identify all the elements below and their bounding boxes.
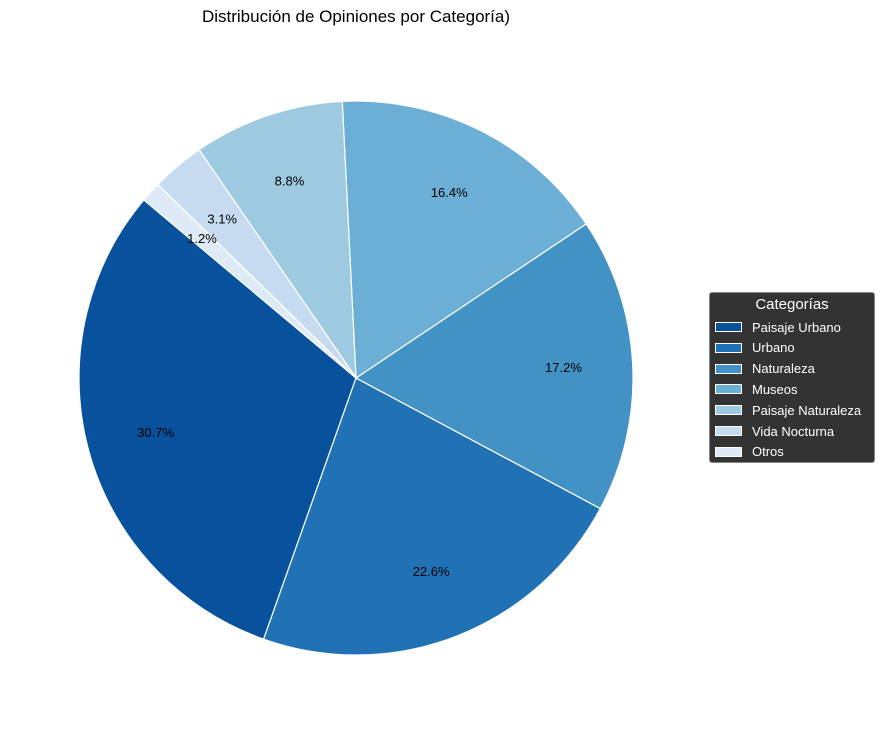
legend-item: Vida Nocturna bbox=[715, 422, 834, 440]
slice-label: 16.4% bbox=[431, 185, 468, 200]
legend-label: Otros bbox=[752, 444, 784, 460]
legend-label: Paisaje Naturaleza bbox=[752, 402, 862, 418]
slice-label: 17.2% bbox=[545, 360, 582, 375]
legend-swatch bbox=[715, 405, 742, 416]
legend-item: Naturaleza bbox=[715, 360, 815, 378]
legend-label: Museos bbox=[752, 381, 798, 397]
legend-item: Urbano bbox=[715, 339, 795, 357]
slice-label: 8.8% bbox=[275, 174, 305, 189]
legend-swatch bbox=[715, 363, 742, 374]
slice-label: 30.7% bbox=[137, 425, 174, 440]
legend-title: Categorías bbox=[755, 296, 829, 313]
pie-slice-paisaje-naturaleza bbox=[198, 100, 357, 381]
legend-label: Urbano bbox=[752, 340, 795, 356]
chart-title: Distribución de Opiniones por Categoría) bbox=[201, 7, 511, 26]
legend: Categorías Paisaje Urbano Urbano Naturalez… bbox=[709, 292, 875, 463]
pie-slice-otros bbox=[142, 183, 357, 379]
legend-swatch bbox=[715, 384, 742, 395]
legend-swatch bbox=[715, 446, 742, 457]
slice-label: 22.6% bbox=[413, 564, 450, 579]
legend-item: Paisaje Urbano bbox=[715, 318, 841, 336]
legend-item: Paisaje Naturaleza bbox=[715, 401, 861, 419]
pie-slice-museos bbox=[341, 100, 588, 380]
legend-swatch bbox=[715, 322, 742, 332]
slice-label: 1.2% bbox=[187, 231, 217, 246]
legend-item: Otros bbox=[715, 443, 784, 461]
pie-slice-naturaleza bbox=[354, 223, 634, 510]
legend-swatch bbox=[715, 426, 742, 436]
legend-label: Vida Nocturna bbox=[752, 423, 835, 439]
legend-item: Museos bbox=[715, 380, 798, 398]
slice-label: 3.1% bbox=[207, 212, 237, 227]
pie-slice-urbano bbox=[262, 377, 602, 656]
legend-label: Naturaleza bbox=[752, 361, 815, 377]
legend-swatch bbox=[715, 342, 742, 353]
legend-label: Paisaje Urbano bbox=[752, 319, 841, 335]
pie-slice-paisaje-urbano bbox=[78, 199, 357, 640]
